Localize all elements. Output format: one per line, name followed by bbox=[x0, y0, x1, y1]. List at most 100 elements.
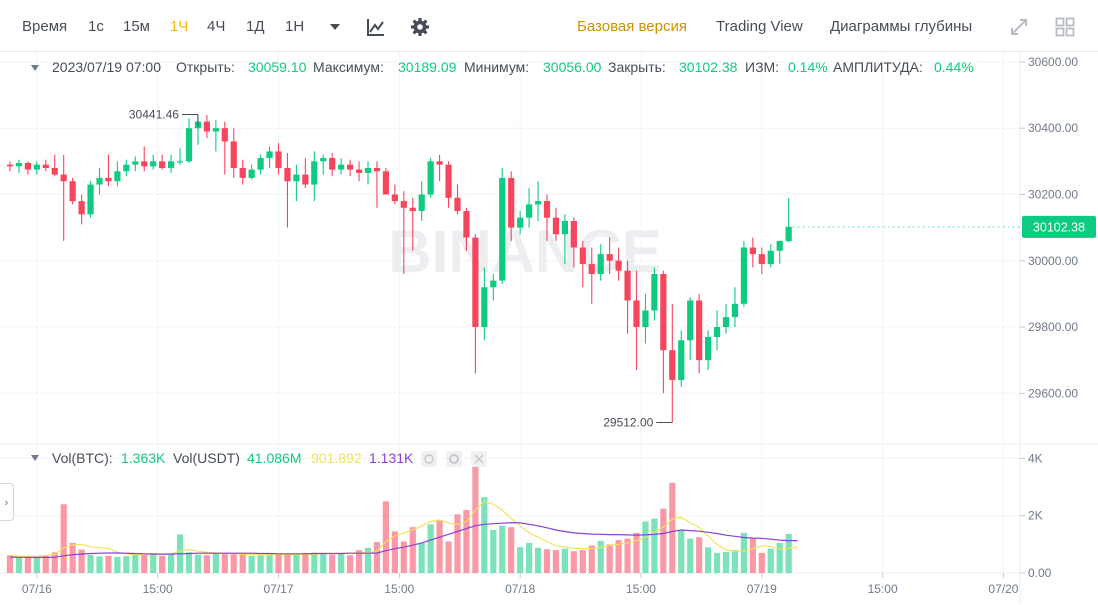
interval-1h[interactable]: 1Ч bbox=[170, 18, 189, 35]
candle[interactable] bbox=[284, 153, 291, 228]
candle[interactable] bbox=[105, 154, 112, 187]
candle[interactable] bbox=[248, 164, 255, 180]
candle[interactable] bbox=[561, 214, 568, 265]
candle[interactable] bbox=[445, 161, 452, 208]
candle[interactable] bbox=[481, 267, 488, 341]
candle[interactable] bbox=[615, 247, 622, 281]
candle[interactable] bbox=[203, 114, 210, 139]
vol-legend-settings-icon[interactable] bbox=[446, 451, 462, 467]
candle[interactable] bbox=[373, 161, 381, 208]
candle[interactable] bbox=[132, 156, 139, 172]
candle[interactable] bbox=[212, 119, 219, 152]
candle[interactable] bbox=[678, 330, 685, 387]
candle[interactable] bbox=[150, 154, 157, 170]
indicator-icon[interactable] bbox=[366, 17, 386, 37]
candle[interactable] bbox=[534, 181, 542, 221]
candle[interactable] bbox=[347, 159, 354, 177]
candle[interactable] bbox=[141, 146, 148, 172]
candle[interactable] bbox=[454, 184, 461, 215]
candle[interactable] bbox=[722, 303, 730, 334]
chevron-down-icon[interactable] bbox=[329, 22, 341, 32]
candle[interactable] bbox=[633, 270, 640, 371]
candle[interactable] bbox=[490, 274, 497, 301]
candle[interactable] bbox=[758, 247, 765, 275]
interval-4h[interactable]: 4Ч bbox=[207, 18, 226, 35]
candle[interactable] bbox=[713, 310, 721, 351]
candle[interactable] bbox=[660, 270, 667, 394]
vol-legend-eye-icon[interactable] bbox=[421, 451, 437, 467]
candle[interactable] bbox=[427, 158, 434, 198]
candle[interactable] bbox=[114, 161, 121, 187]
candle[interactable] bbox=[329, 153, 336, 177]
view-basic[interactable]: Базовая версия bbox=[577, 18, 687, 35]
price-chart[interactable]: BINANCE 30441.46 29512.00 30600.00 30400.0… bbox=[0, 52, 1098, 605]
candle[interactable] bbox=[731, 287, 739, 328]
gear-icon[interactable] bbox=[410, 17, 430, 37]
candle[interactable] bbox=[391, 184, 398, 205]
candle[interactable] bbox=[257, 154, 264, 175]
candle[interactable] bbox=[740, 240, 747, 308]
candle[interactable] bbox=[543, 194, 551, 241]
candle[interactable] bbox=[749, 237, 756, 268]
candle[interactable] bbox=[418, 181, 425, 221]
legend-collapse-icon[interactable] bbox=[31, 65, 39, 71]
candle[interactable] bbox=[168, 154, 175, 173]
candle[interactable] bbox=[570, 217, 577, 268]
vol-legend-collapse-icon[interactable] bbox=[31, 455, 39, 461]
candle[interactable] bbox=[382, 167, 389, 195]
candle[interactable] bbox=[96, 167, 103, 195]
candle[interactable] bbox=[275, 143, 282, 175]
candle[interactable] bbox=[767, 244, 774, 268]
candle[interactable] bbox=[60, 154, 67, 241]
interval-1s[interactable]: 1с bbox=[88, 18, 104, 35]
candle[interactable] bbox=[185, 118, 193, 164]
candle[interactable] bbox=[123, 159, 130, 177]
candle[interactable] bbox=[364, 161, 372, 185]
candle[interactable] bbox=[526, 187, 533, 228]
candle[interactable] bbox=[78, 194, 85, 225]
candle[interactable] bbox=[24, 161, 31, 175]
candle[interactable] bbox=[239, 159, 246, 185]
candle[interactable] bbox=[436, 154, 443, 182]
candle[interactable] bbox=[221, 121, 228, 175]
view-depth[interactable]: Диаграммы глубины bbox=[830, 18, 973, 35]
candle[interactable] bbox=[517, 211, 524, 235]
candle[interactable] bbox=[579, 240, 586, 288]
candle[interactable] bbox=[463, 207, 470, 251]
candle[interactable] bbox=[624, 260, 631, 334]
interval-1d[interactable]: 1Д bbox=[246, 18, 265, 35]
candle[interactable] bbox=[176, 148, 184, 165]
candle[interactable] bbox=[499, 167, 506, 284]
candle[interactable] bbox=[15, 159, 23, 173]
candle[interactable] bbox=[159, 154, 166, 170]
candle[interactable] bbox=[687, 297, 694, 361]
candle[interactable] bbox=[355, 161, 363, 182]
candle[interactable] bbox=[472, 234, 479, 374]
candle[interactable] bbox=[776, 240, 783, 265]
candle[interactable] bbox=[230, 128, 237, 178]
candle[interactable] bbox=[6, 161, 14, 172]
candle[interactable] bbox=[606, 237, 613, 275]
candle[interactable] bbox=[311, 151, 318, 202]
interval-time[interactable]: Время bbox=[22, 18, 68, 35]
candle[interactable] bbox=[669, 303, 676, 423]
candle[interactable] bbox=[302, 158, 309, 188]
candle[interactable] bbox=[696, 293, 703, 374]
candle[interactable] bbox=[33, 161, 40, 175]
expand-icon[interactable] bbox=[1009, 17, 1029, 37]
candle[interactable] bbox=[400, 191, 407, 275]
candle[interactable] bbox=[266, 146, 273, 168]
grid-layout-icon[interactable] bbox=[1055, 17, 1075, 37]
interval-15m[interactable]: 15м bbox=[123, 18, 150, 35]
candle[interactable] bbox=[320, 154, 327, 175]
interval-1w[interactable]: 1Н bbox=[285, 18, 305, 35]
candle[interactable] bbox=[51, 154, 58, 177]
candle[interactable] bbox=[293, 164, 300, 202]
candle[interactable] bbox=[651, 267, 658, 321]
candle[interactable] bbox=[705, 330, 712, 371]
candle[interactable] bbox=[552, 207, 560, 241]
view-tradingview[interactable]: Trading View bbox=[716, 18, 803, 35]
candle[interactable] bbox=[42, 159, 49, 172]
candle[interactable] bbox=[642, 293, 649, 344]
candle[interactable] bbox=[87, 181, 94, 218]
